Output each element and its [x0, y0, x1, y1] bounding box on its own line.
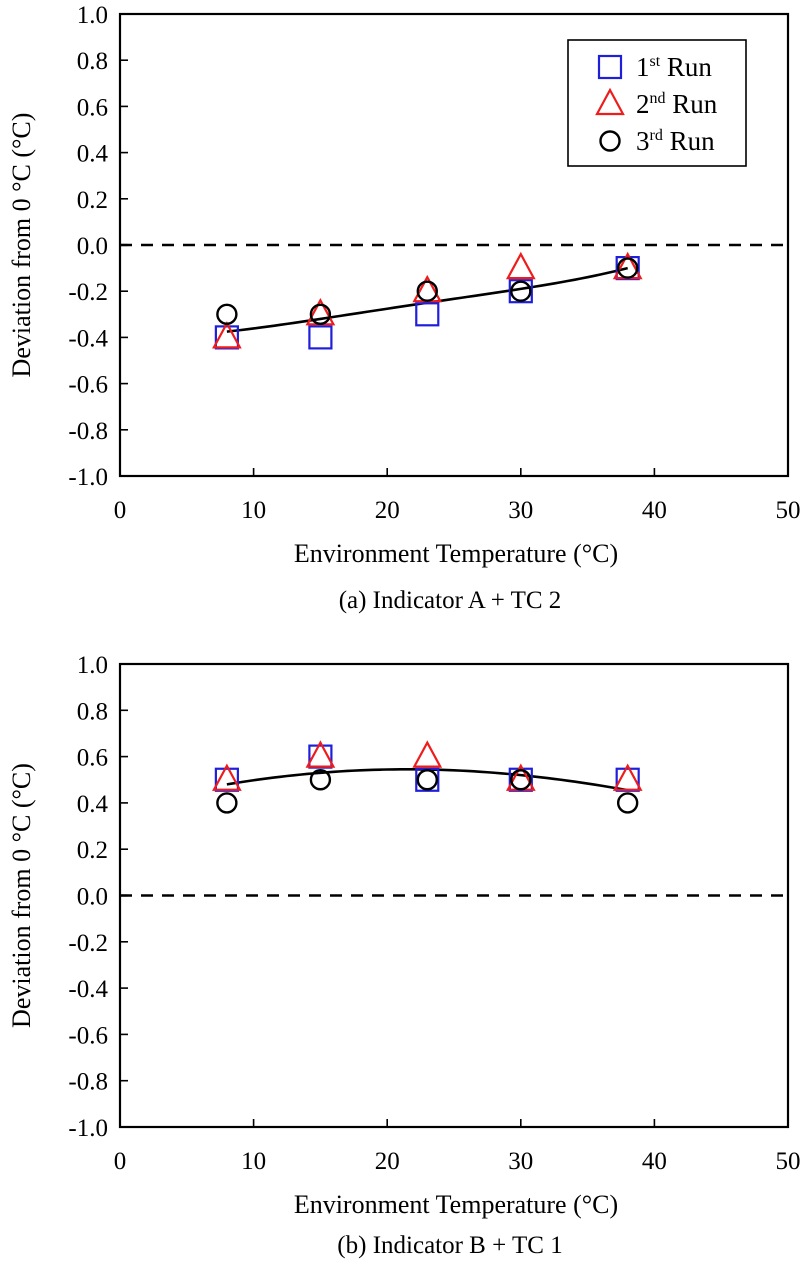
chart-1-point-square	[415, 767, 440, 792]
chart-1-ytick-label: 0.4	[77, 791, 109, 818]
chart-1-ytick-label: 1.0	[77, 652, 108, 679]
chart-0-xtick-label: 10	[241, 497, 266, 524]
chart-1-point-circle	[616, 792, 639, 814]
chart-0-legend-label: 3rd Run	[636, 126, 715, 156]
chart-0-point-triangle	[212, 321, 242, 349]
chart-1-ytick-label: 0.8	[77, 698, 108, 725]
chart-1-ytick-label: -0.8	[68, 1069, 108, 1096]
chart-1-xtick-label: 0	[114, 1148, 127, 1175]
chart-1-xtick-label: 10	[241, 1148, 266, 1175]
chart-0-series-square	[214, 256, 640, 350]
chart-0-point-circle	[616, 257, 639, 279]
chart-0-ytick-label: 0.6	[77, 94, 108, 121]
chart-1-xtick-label: 20	[375, 1148, 400, 1175]
chart-0-xtick-label: 30	[508, 497, 533, 524]
chart-1-trendline	[226, 768, 628, 792]
chart-1-point-triangle	[412, 740, 443, 768]
chart-1-point-triangle	[212, 763, 242, 791]
chart-1-ytick-label: -0.2	[68, 930, 108, 957]
chart-0-x-axis-title: Environment Temperature (°C)	[294, 539, 618, 568]
chart-1-point-circle	[216, 792, 238, 814]
chart-0-caption: (a) Indicator A + TC 2	[339, 587, 562, 614]
chart-0-ytick-label: -0.8	[68, 418, 108, 445]
chart-1-ytick-label: 0.0	[77, 884, 108, 911]
chart-0-legend-label: 2nd Run	[636, 89, 718, 119]
chart-0-point-circle	[309, 303, 332, 325]
chart-1-ytick-label: -0.4	[68, 976, 108, 1003]
chart-1-caption: (b) Indicator B + TC 1	[337, 1232, 562, 1259]
chart-0-legend-marker-square	[597, 54, 623, 80]
chart-0-point-circle	[510, 280, 532, 302]
chart-0-legend-marker-circle	[599, 130, 621, 152]
chart-0-legend: 1st Run 2nd Run 3rd Run	[567, 39, 747, 167]
chart-0-point-triangle	[505, 251, 536, 280]
chart-0-ytick-label: -0.6	[68, 372, 108, 399]
chart-0-xtick-label: 50	[776, 497, 800, 524]
chart-1: 1.0 0.8 0.6 0.4 0.2 0.0 -0.2 -0.4 -0.6 -0.8 -1.00 1…	[7, 652, 800, 1259]
chart-0-ytick-label: 0.8	[77, 48, 108, 75]
chart-0-xtick-label: 40	[642, 497, 667, 524]
chart-0-legend-label: 1st Run	[636, 52, 712, 82]
chart-0-legend-marker-triangle	[595, 87, 625, 116]
chart-0-point-square	[415, 302, 440, 327]
chart-0-xtick-label: 20	[375, 497, 400, 524]
chart-0-point-square	[508, 279, 533, 304]
chart-0-series-circle	[216, 257, 639, 325]
chart-1-point-triangle	[612, 763, 643, 791]
chart-1-series-circle	[216, 769, 639, 814]
chart-0-point-circle	[216, 303, 238, 325]
chart-1-xtick-label: 30	[508, 1148, 533, 1175]
chart-1-point-triangle	[305, 740, 336, 768]
chart-0-y-axis-title: Deviation from 0 °C (°C)	[7, 113, 36, 378]
chart-1-point-circle	[416, 769, 438, 791]
chart-1-ytick-label: 0.6	[77, 745, 108, 772]
chart-1-ytick-label: -1.0	[68, 1115, 108, 1142]
chart-0-xtick-label: 0	[114, 497, 127, 524]
chart-1-xtick-label: 40	[642, 1148, 667, 1175]
chart-0-ytick-label: 1.0	[77, 2, 108, 29]
chart-1-point-circle	[309, 769, 332, 791]
chart-0-point-square	[308, 325, 333, 350]
chart-1-x-axis-title: Environment Temperature (°C)	[294, 1190, 618, 1219]
chart-0-ytick-label: 0.0	[77, 233, 108, 260]
chart-0-legend-box	[567, 39, 747, 167]
chart-1-xtick-label: 50	[776, 1148, 800, 1175]
chart-0-point-circle	[416, 280, 438, 302]
chart-1-ytick-label: -0.6	[68, 1022, 108, 1049]
chart-1-y-axis-title: Deviation from 0 °C (°C)	[7, 763, 36, 1028]
chart-0-ytick-label: 0.4	[77, 141, 109, 168]
chart-1-point-circle	[510, 769, 532, 791]
chart-0-ytick-label: -1.0	[68, 464, 108, 491]
chart-1-ytick-label: 0.2	[77, 837, 108, 864]
chart-0-ytick-label: -0.2	[68, 279, 108, 306]
chart-1-series-square	[214, 744, 640, 792]
chart-0-ytick-label: 0.2	[77, 187, 108, 214]
chart-0: 1.0 0.8 0.6 0.4 0.2 0.0 -0.2 -0.4 -0.6 -0.8 -1.00 1…	[7, 2, 800, 614]
chart-0-ytick-label: -0.4	[68, 325, 108, 352]
